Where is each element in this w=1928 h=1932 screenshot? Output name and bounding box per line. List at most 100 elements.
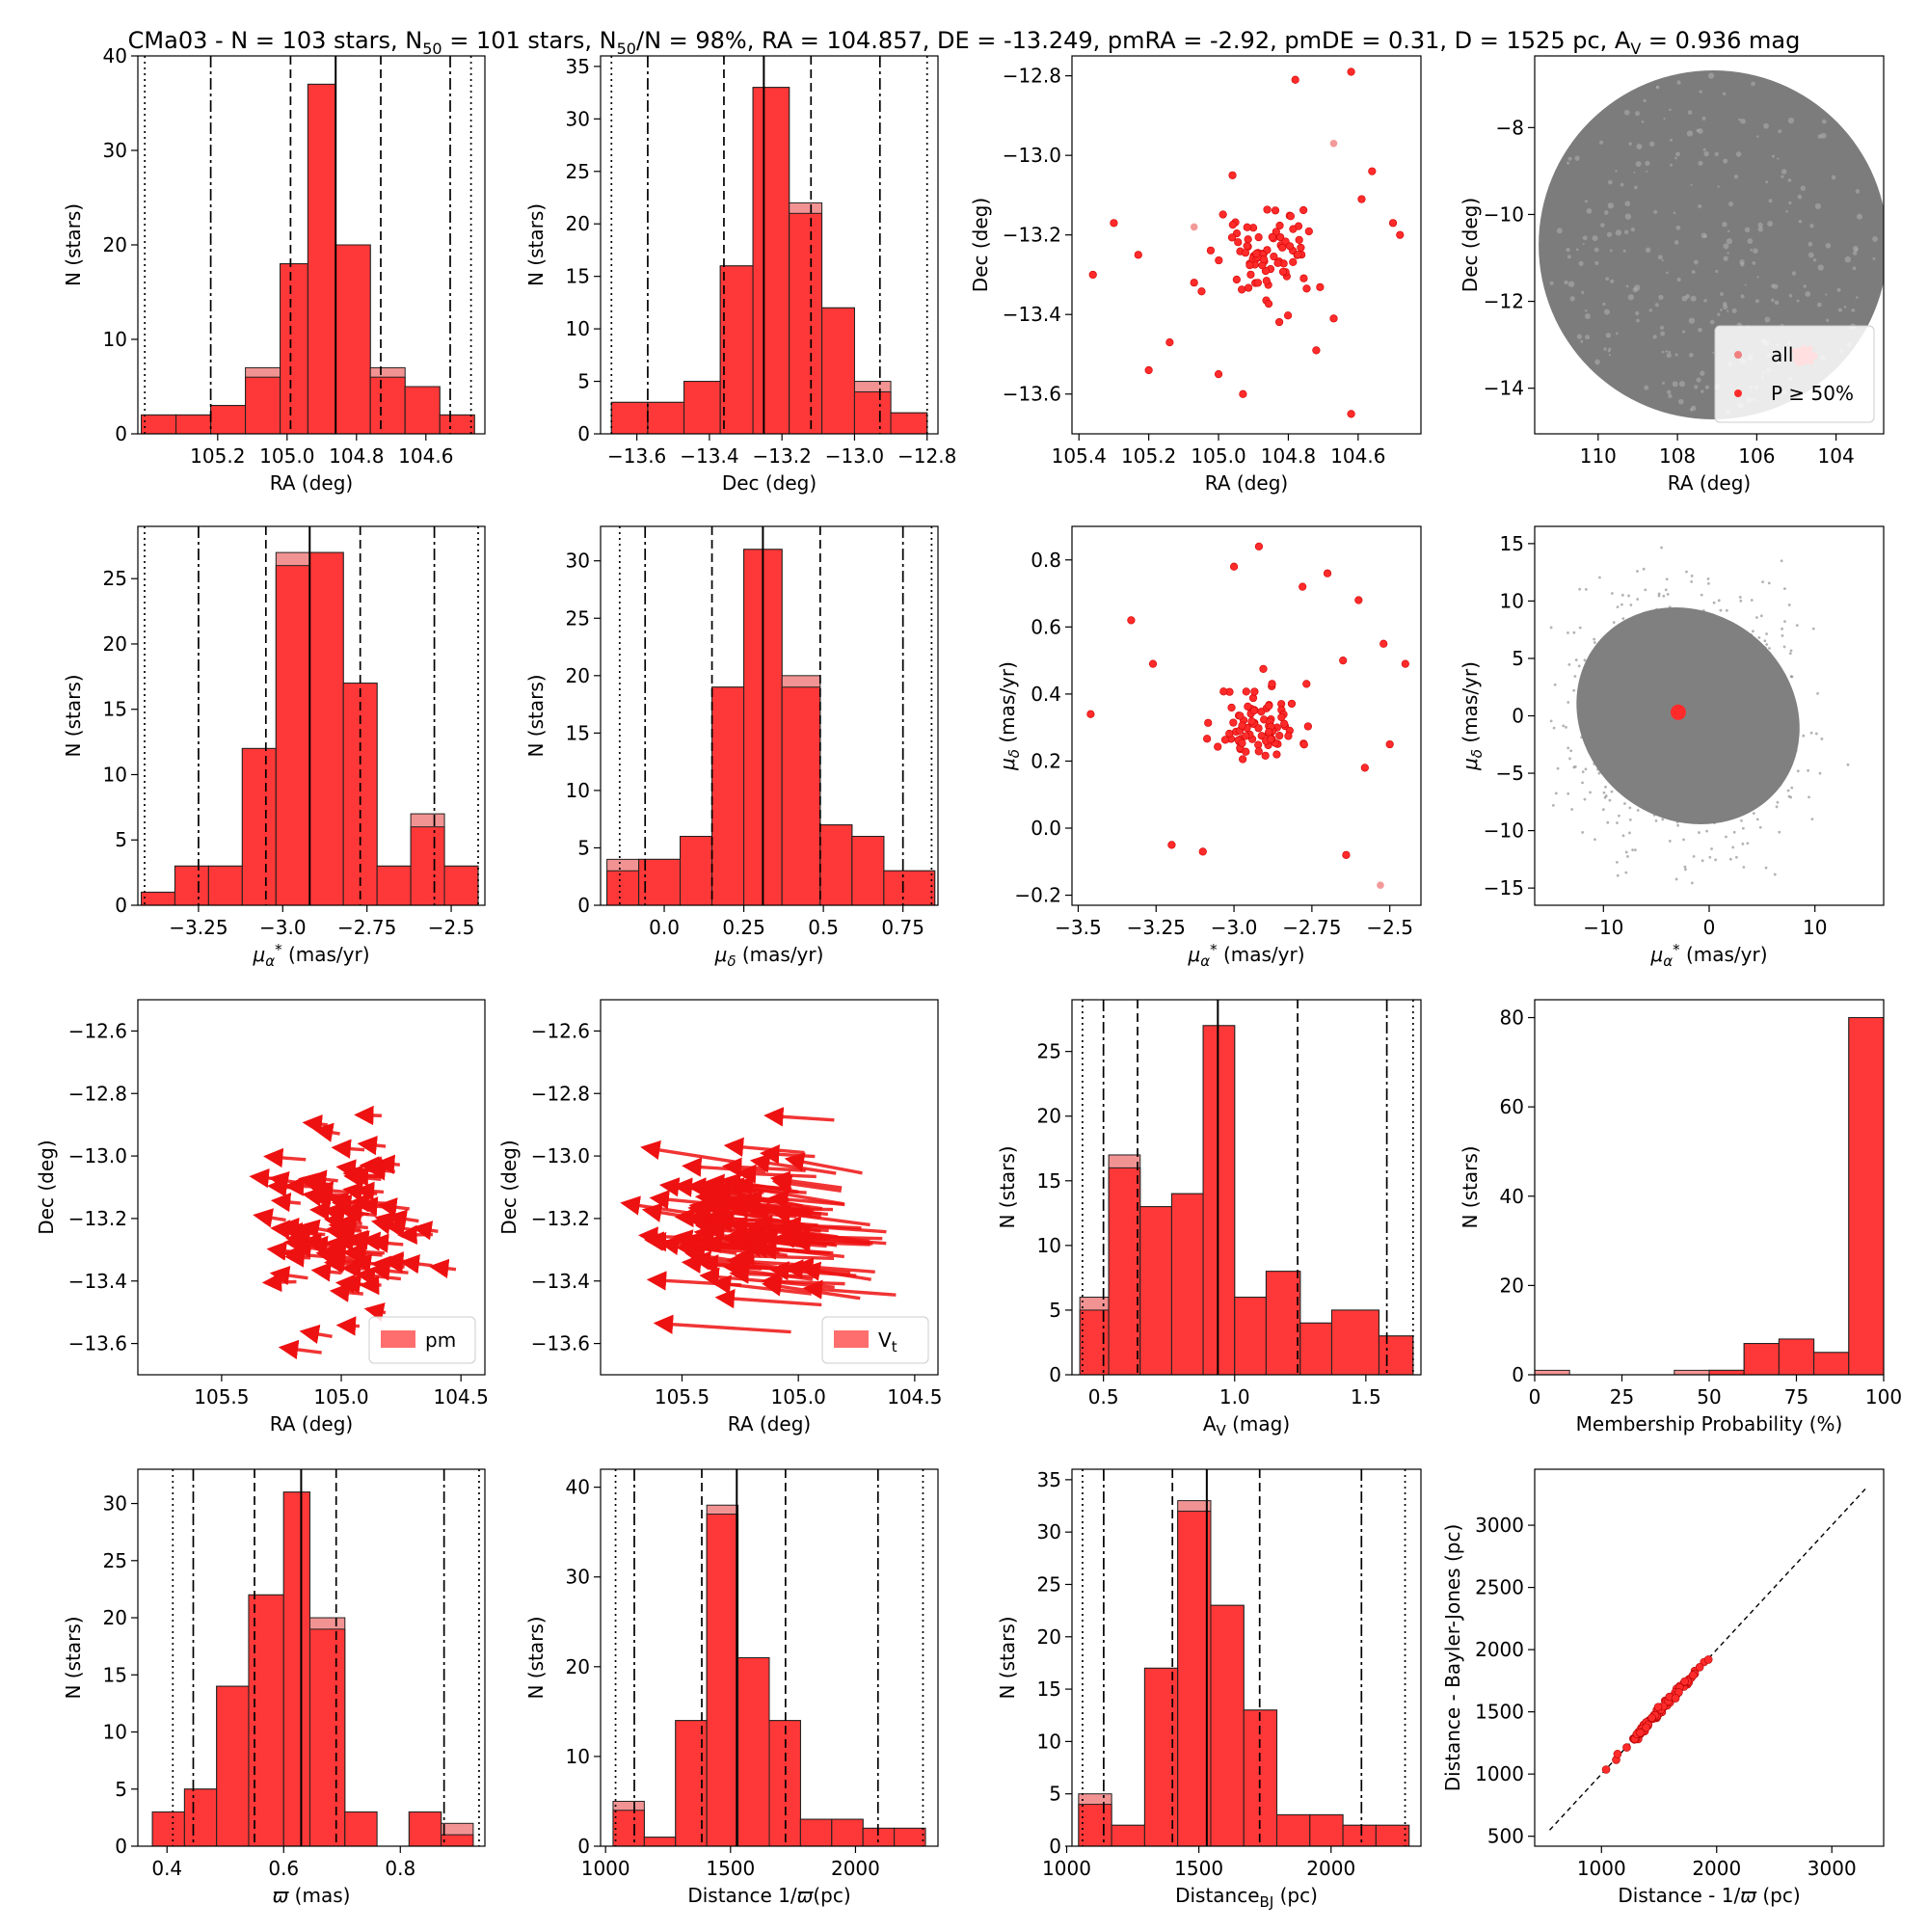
- p8-field-star-761: [1566, 701, 1569, 704]
- p8-field-star-642: [1590, 710, 1593, 712]
- p16-ylabel: Distance - Bayler-Jones (pc): [1441, 1524, 1464, 1792]
- p8-field-star-309: [1626, 855, 1629, 858]
- p8-field-star-559: [1660, 547, 1663, 550]
- p4-field-speck-178: [1781, 169, 1787, 174]
- p5-xtick-label-2: −2.75: [337, 916, 396, 939]
- p4-field-speck-218: [1682, 296, 1688, 302]
- p9-ytick-label-1: −13.4: [68, 1270, 127, 1293]
- p8-field-star-677: [1650, 711, 1653, 713]
- p8-field-star-664: [1620, 768, 1622, 771]
- p4-field-speck-231: [1708, 72, 1714, 78]
- p8-field-star-329: [1620, 737, 1623, 739]
- p4-field-speck-106: [1662, 351, 1665, 354]
- p8-field-star-613: [1647, 707, 1649, 710]
- p8-field-star-261: [1644, 588, 1647, 591]
- p8-field-star-611: [1637, 647, 1640, 650]
- p4-field-speck-190: [1803, 284, 1806, 287]
- p7-frame: [1072, 526, 1421, 905]
- p8-field-star-512: [1691, 757, 1694, 760]
- p8-field-star-319: [1581, 831, 1584, 834]
- p4-field-speck-32: [1655, 303, 1659, 307]
- p8-field-star-31: [1654, 629, 1657, 631]
- p8-field-star-11: [1712, 792, 1715, 795]
- p8-field-star-669: [1622, 752, 1625, 755]
- p8-field-star-222: [1747, 712, 1750, 715]
- p8-field-star-675: [1643, 668, 1646, 671]
- p8-field-star-312: [1741, 843, 1744, 845]
- p8-field-star-760: [1790, 741, 1793, 744]
- p9-legend-marker: [381, 1330, 415, 1348]
- p8-field-star-287: [1763, 696, 1766, 699]
- p9-arrow-77: [372, 1242, 403, 1245]
- p4-field-speck-210: [1608, 180, 1613, 185]
- p7-point-97: [1199, 848, 1207, 856]
- p4-field-speck-245: [1626, 284, 1629, 287]
- p8-field-star-279: [1707, 685, 1710, 688]
- p7-point-62: [1204, 719, 1212, 727]
- p10-arrow-4: [650, 1279, 741, 1284]
- p8-field-star-800: [1657, 754, 1660, 757]
- p9-arrow-71: [333, 1291, 363, 1294]
- p8-field-star-556: [1722, 668, 1725, 671]
- p4-field-speck-215: [1669, 351, 1671, 353]
- p4-field-speck-127: [1669, 109, 1672, 112]
- p9-ytick-label-4: −12.8: [68, 1082, 127, 1105]
- p8-field-star-114: [1739, 596, 1742, 599]
- p4-field-speck-224: [1592, 235, 1597, 241]
- p9-arrow-18: [415, 1228, 439, 1232]
- p8-field-star-541: [1582, 770, 1585, 773]
- p8-field-star-254: [1590, 741, 1593, 744]
- p8-field-star-256: [1739, 600, 1742, 603]
- p4-field-speck-3: [1694, 385, 1698, 389]
- p8-field-star-470: [1768, 756, 1771, 759]
- p4-field-speck-254: [1609, 354, 1611, 356]
- p7-point-70: [1267, 736, 1274, 743]
- p4-field-speck-169: [1677, 278, 1681, 282]
- p4-field-speck-137: [1856, 189, 1861, 194]
- p8-field-star-427: [1685, 571, 1688, 574]
- p4-field-speck-34: [1710, 320, 1715, 325]
- p8-field-star-652: [1736, 726, 1739, 729]
- p4-field-speck-129: [1658, 255, 1663, 259]
- p8-field-star-363: [1566, 746, 1569, 749]
- p3-point-47: [1198, 287, 1206, 295]
- p3-point-45: [1290, 226, 1298, 233]
- p9-ytick-label-0: −13.6: [68, 1332, 127, 1355]
- p6-xtick-label-0: 0.0: [649, 916, 680, 939]
- p4-field-speck-257: [1740, 119, 1746, 124]
- p8-field-star-333: [1664, 786, 1667, 789]
- p10-ytick-label-0: −13.6: [531, 1332, 590, 1355]
- p8-field-star-582: [1732, 685, 1735, 688]
- p4-field-speck-102: [1581, 291, 1584, 294]
- p1-bar-member-9: [440, 415, 474, 434]
- p8-field-star-851: [1734, 814, 1737, 817]
- p8-field-star-97: [1707, 651, 1710, 654]
- p8-field-star-868: [1645, 687, 1647, 690]
- p4-field-speck-17: [1678, 399, 1684, 405]
- p8-field-star-93: [1697, 765, 1700, 767]
- p8-field-star-540: [1724, 655, 1727, 657]
- p8-field-star-710: [1790, 787, 1793, 790]
- p4-field-speck-20: [1727, 309, 1728, 311]
- p7-xtick-label-1: −3.25: [1127, 916, 1186, 939]
- p8-field-star-640: [1699, 689, 1701, 692]
- p8-field-star-881: [1613, 701, 1616, 704]
- p4-field-speck-15: [1805, 291, 1810, 297]
- p14-xlabel: Distance 1/ϖ(pc): [687, 1884, 850, 1907]
- p8-field-star-829: [1611, 711, 1614, 713]
- p1-bar-member-1: [176, 415, 211, 434]
- p4-legend-marker-all: [1734, 351, 1742, 359]
- p4-field-speck-179: [1723, 305, 1727, 309]
- p8-field-star-175: [1683, 648, 1686, 651]
- p15-ytick-label-0: 0: [1049, 1835, 1061, 1858]
- p9-arrow-92: [337, 1222, 357, 1224]
- p4-field-speck-241: [1703, 299, 1707, 303]
- p8-field-star-876: [1731, 745, 1734, 748]
- p9-arrow-66: [266, 1157, 306, 1160]
- p8-field-star-834: [1654, 705, 1657, 708]
- p8-field-star-658: [1634, 722, 1637, 725]
- p8-field-star-105: [1704, 658, 1707, 661]
- p8-field-star-213: [1565, 726, 1567, 729]
- p7-ytick-label-1: 0.0: [1031, 817, 1061, 840]
- p8-field-star-736: [1708, 807, 1711, 810]
